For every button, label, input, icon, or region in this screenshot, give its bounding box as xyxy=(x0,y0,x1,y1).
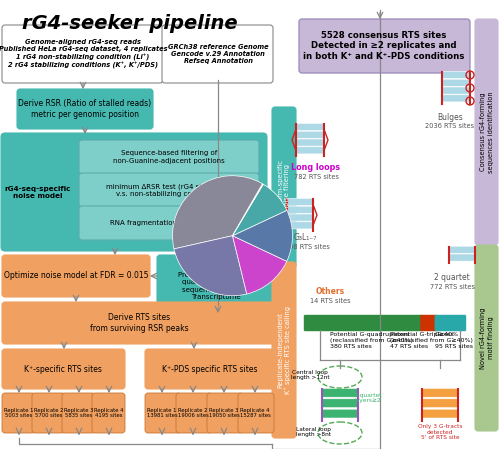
Wedge shape xyxy=(232,184,287,236)
FancyBboxPatch shape xyxy=(296,147,324,154)
FancyBboxPatch shape xyxy=(207,393,243,433)
Text: 14 RTS sites: 14 RTS sites xyxy=(310,298,350,304)
FancyBboxPatch shape xyxy=(420,315,437,331)
Text: Replicate 3
19050 sites: Replicate 3 19050 sites xyxy=(208,408,240,418)
Wedge shape xyxy=(232,210,292,261)
Text: Sequence-based filtering of
non-Guanine-adjacent positions: Sequence-based filtering of non-Guanine-… xyxy=(113,150,225,163)
Text: G₃L₁₋₇: G₃L₁₋₇ xyxy=(294,233,316,242)
FancyBboxPatch shape xyxy=(287,222,313,229)
FancyBboxPatch shape xyxy=(145,393,181,433)
Text: 5528 consensus RTS sites
Detected in ≥2 replicates and
in both K⁺ and K⁺-PDS con: 5528 consensus RTS sites Detected in ≥2 … xyxy=(304,31,464,61)
FancyBboxPatch shape xyxy=(475,245,498,431)
Text: 2 quartet: 2 quartet xyxy=(434,273,470,282)
Text: K⁺-PDS specific RTS sites: K⁺-PDS specific RTS sites xyxy=(162,365,258,374)
Text: G-quartet
layers≥2: G-quartet layers≥2 xyxy=(354,392,382,403)
FancyBboxPatch shape xyxy=(322,388,358,397)
Text: Replicate 1
13981 sites: Replicate 1 13981 sites xyxy=(146,408,178,418)
Text: Consensus rG4-forming
sequences identification: Consensus rG4-forming sequences identifi… xyxy=(480,91,494,173)
Text: Replicate 1
5003 sites: Replicate 1 5003 sites xyxy=(4,408,34,418)
Text: Genome-aligned rG4-seq reads
Published HeLa rG4-seq dataset, 4 replicates
1 rG4 : Genome-aligned rG4-seq reads Published H… xyxy=(0,39,168,69)
FancyBboxPatch shape xyxy=(79,206,259,240)
FancyBboxPatch shape xyxy=(79,173,259,207)
Text: Lateral loop
length >8nt: Lateral loop length >8nt xyxy=(296,427,330,437)
FancyBboxPatch shape xyxy=(17,89,153,129)
FancyBboxPatch shape xyxy=(2,255,150,297)
FancyBboxPatch shape xyxy=(162,25,273,83)
Wedge shape xyxy=(232,184,264,236)
FancyBboxPatch shape xyxy=(62,393,95,433)
FancyBboxPatch shape xyxy=(157,255,275,317)
Text: minimum ΔRSR test (rG4 stabilizing
v.s. non-stabilizing conditions): minimum ΔRSR test (rG4 stabilizing v.s. … xyxy=(106,183,232,197)
Text: Replicate 2
19006 sites: Replicate 2 19006 sites xyxy=(178,408,208,418)
FancyBboxPatch shape xyxy=(287,206,313,213)
FancyBboxPatch shape xyxy=(422,388,458,397)
Text: Novel rG4-forming
motif finding: Novel rG4-forming motif finding xyxy=(480,307,494,369)
FancyBboxPatch shape xyxy=(296,131,324,138)
Text: Others: Others xyxy=(316,287,344,296)
FancyBboxPatch shape xyxy=(442,79,470,86)
FancyBboxPatch shape xyxy=(442,87,470,94)
Text: RNA fragmentation noise filtering: RNA fragmentation noise filtering xyxy=(110,220,228,226)
FancyBboxPatch shape xyxy=(2,393,35,433)
Text: GRCh38 reference Genome
Gencode v.29 Annotation
Refseq Annotation: GRCh38 reference Genome Gencode v.29 Ann… xyxy=(168,44,268,64)
Text: Only 3 G-tracts
detected
5' of RTS site: Only 3 G-tracts detected 5' of RTS site xyxy=(418,424,462,440)
FancyBboxPatch shape xyxy=(296,139,324,146)
FancyBboxPatch shape xyxy=(238,393,274,433)
FancyBboxPatch shape xyxy=(322,399,358,408)
FancyBboxPatch shape xyxy=(422,399,458,408)
Text: 1398 RTS sites: 1398 RTS sites xyxy=(280,244,330,250)
FancyBboxPatch shape xyxy=(304,315,422,331)
FancyBboxPatch shape xyxy=(449,246,475,253)
Text: Central loop
length >12nt: Central loop length >12nt xyxy=(290,370,330,380)
FancyBboxPatch shape xyxy=(272,262,296,438)
FancyBboxPatch shape xyxy=(287,214,313,221)
FancyBboxPatch shape xyxy=(442,71,470,79)
FancyBboxPatch shape xyxy=(322,409,358,418)
Text: Potential G-triplexes
(reclassified from G≥40%)
47 RTS sites: Potential G-triplexes (reclassified from… xyxy=(390,332,473,348)
FancyBboxPatch shape xyxy=(2,302,276,344)
Text: G≥40%

95 RTS sites: G≥40% 95 RTS sites xyxy=(435,332,473,348)
Text: 2036 RTS sites: 2036 RTS sites xyxy=(426,123,474,129)
FancyBboxPatch shape xyxy=(32,393,65,433)
FancyBboxPatch shape xyxy=(272,107,296,268)
Wedge shape xyxy=(172,176,262,249)
Text: rG4-seq-specific
noise model: rG4-seq-specific noise model xyxy=(5,185,71,198)
Text: Derive RSR (Ratio of stalled reads)
metric per genomic position: Derive RSR (Ratio of stalled reads) metr… xyxy=(18,99,152,119)
FancyBboxPatch shape xyxy=(1,133,267,251)
Text: Replicate 3
5835 sites: Replicate 3 5835 sites xyxy=(64,408,94,418)
FancyBboxPatch shape xyxy=(79,140,259,174)
Text: Long loops: Long loops xyxy=(292,163,341,172)
FancyBboxPatch shape xyxy=(296,123,324,131)
Text: rG4-seeker pipeline: rG4-seeker pipeline xyxy=(22,14,238,33)
Text: Derive RTS sites
from surviving RSR peaks: Derive RTS sites from surviving RSR peak… xyxy=(90,313,188,333)
Text: Replicate-independent
K⁺ specific RTS site calling: Replicate-independent K⁺ specific RTS si… xyxy=(277,306,291,394)
Text: Replicate 4
15287 sites: Replicate 4 15287 sites xyxy=(240,408,270,418)
Text: Bulges: Bulges xyxy=(437,114,463,123)
Wedge shape xyxy=(232,236,287,294)
FancyBboxPatch shape xyxy=(287,198,313,206)
FancyBboxPatch shape xyxy=(442,95,470,102)
FancyBboxPatch shape xyxy=(475,19,498,245)
FancyBboxPatch shape xyxy=(2,25,163,83)
Text: 782 RTS sites: 782 RTS sites xyxy=(294,174,339,180)
Text: Replicate 4
4195 sites: Replicate 4 4195 sites xyxy=(94,408,124,418)
FancyBboxPatch shape xyxy=(92,393,125,433)
FancyBboxPatch shape xyxy=(422,409,458,418)
FancyBboxPatch shape xyxy=(449,254,475,261)
FancyBboxPatch shape xyxy=(2,349,125,389)
Wedge shape xyxy=(174,236,247,296)
Text: Potential G-quadruplexes
(reclassified from G≥40%)
380 RTS sites: Potential G-quadruplexes (reclassified f… xyxy=(330,332,413,348)
Text: Optimize noise model at FDR = 0.015: Optimize noise model at FDR = 0.015 xyxy=(4,272,148,281)
Text: Replicate 2
5700 sites: Replicate 2 5700 sites xyxy=(34,408,64,418)
FancyBboxPatch shape xyxy=(299,19,470,73)
FancyBboxPatch shape xyxy=(435,315,466,331)
FancyBboxPatch shape xyxy=(176,393,212,433)
Text: 772 RTS sites: 772 RTS sites xyxy=(430,284,474,290)
Text: K⁺-specific RTS sites: K⁺-specific RTS sites xyxy=(24,365,102,374)
Text: Platform-specific
noise filtering: Platform-specific noise filtering xyxy=(278,159,290,215)
FancyBboxPatch shape xyxy=(145,349,276,389)
Text: Pre-compute putative
quadruplex forming
sequences (PQS) in
Transcriptome: Pre-compute putative quadruplex forming … xyxy=(178,272,254,300)
